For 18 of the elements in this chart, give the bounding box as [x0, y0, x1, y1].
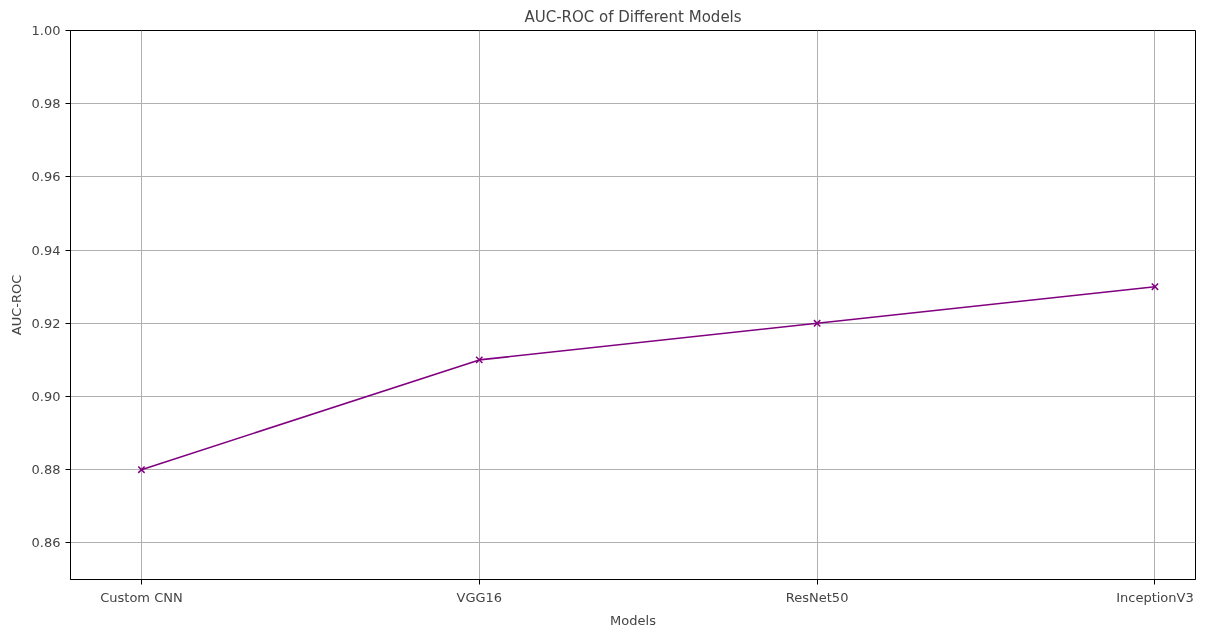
x-tick-label: Custom CNN	[100, 589, 183, 605]
y-tick-label: 1.00	[31, 23, 61, 38]
point	[1151, 282, 1159, 291]
y-tick-label: 0.86	[31, 535, 61, 551]
y-tick-label: 0.92	[31, 315, 61, 331]
point	[475, 355, 484, 364]
y-tick-label: 0.94	[31, 242, 61, 258]
chart-title: AUC-ROC of Different Models	[524, 7, 742, 26]
x-tick-label: InceptionV3	[1116, 589, 1194, 605]
x-tick-label: VGG16	[456, 589, 503, 605]
y-axis-title: AUC-ROC	[8, 274, 24, 336]
y-tick-label: 0.96	[31, 169, 61, 185]
point	[137, 465, 146, 474]
x-tick-label: ResNet50	[785, 589, 849, 605]
y-tick-label: 0.98	[31, 96, 61, 112]
y-tick-label: 0.90	[31, 389, 61, 404]
y-tick-label: 0.88	[31, 462, 61, 478]
x-axis-title: Models	[610, 612, 657, 628]
